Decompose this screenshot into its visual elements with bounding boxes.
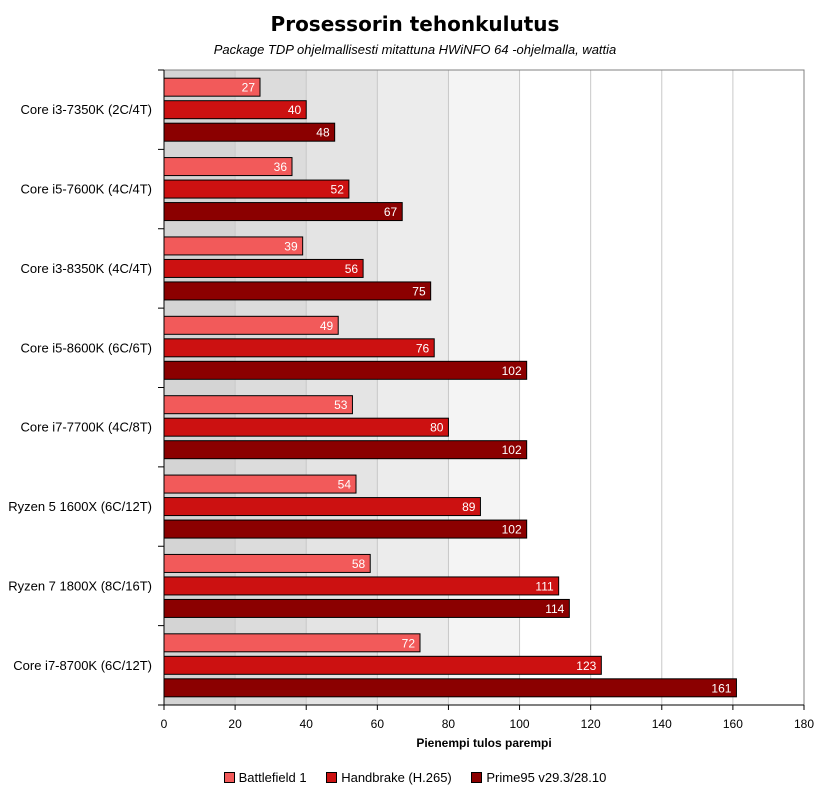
legend-swatch-handbrake xyxy=(326,772,338,783)
plot-band xyxy=(590,70,662,705)
bar xyxy=(163,474,357,494)
bar-value-label: 89 xyxy=(462,500,476,514)
bar-value-label: 67 xyxy=(384,205,398,219)
bar xyxy=(163,100,307,120)
bar xyxy=(163,122,336,142)
category-label: Ryzen 7 1800X (8C/16T) xyxy=(8,578,152,593)
bar xyxy=(163,553,371,573)
legend-swatch-prime95 xyxy=(471,772,483,783)
chart-title: Prosessorin tehonkulutus xyxy=(270,12,560,36)
bar-value-label: 114 xyxy=(545,602,564,616)
bar xyxy=(163,338,435,358)
x-tick-label: 0 xyxy=(161,717,168,731)
bar xyxy=(163,497,481,517)
bar xyxy=(163,519,528,539)
x-tick-label: 100 xyxy=(510,717,530,731)
bar-chart: 0 20 40 60 80 100 120 140 160 180 Pienempi tulos p… xyxy=(8,69,814,750)
bar xyxy=(163,202,403,222)
bar xyxy=(163,236,304,256)
legend-item-handbrake: Handbrake (H.265) xyxy=(326,770,452,785)
category-label: Core i5-7600K (4C/4T) xyxy=(21,182,153,197)
bar-value-label: 39 xyxy=(284,239,298,253)
bar-value-label: 40 xyxy=(288,103,302,117)
category-label: Core i5-8600K (6C/6T) xyxy=(21,340,153,355)
x-tick-label: 160 xyxy=(723,717,743,731)
legend-label-battlefield: Battlefield 1 xyxy=(238,770,307,785)
x-tick-label: 40 xyxy=(300,717,314,731)
bar-value-label: 102 xyxy=(502,364,522,378)
bar-value-label: 58 xyxy=(352,557,366,571)
bar xyxy=(163,360,528,380)
x-tick-label: 80 xyxy=(442,717,456,731)
bar-value-label: 123 xyxy=(576,659,596,673)
bar-value-label: 76 xyxy=(416,341,430,355)
bar-value-label: 53 xyxy=(334,398,348,412)
plot-band xyxy=(661,70,733,705)
bar xyxy=(163,157,293,177)
legend-label-handbrake: Handbrake (H.265) xyxy=(341,770,452,785)
x-axis-title: Pienempi tulos parempi xyxy=(416,736,551,750)
chart-legend: Battlefield 1 Handbrake (H.265) Prime95 … xyxy=(0,770,830,785)
bar xyxy=(163,633,421,653)
bar-value-label: 27 xyxy=(242,81,256,95)
bar xyxy=(163,678,737,698)
bar-value-label: 54 xyxy=(338,478,352,492)
bar-value-label: 72 xyxy=(402,636,416,650)
bar-value-label: 111 xyxy=(535,579,554,593)
bar-value-label: 56 xyxy=(345,262,359,276)
chart-subtitle: Package TDP ohjelmallisesti mitattuna HW… xyxy=(213,42,617,57)
bar-value-label: 48 xyxy=(316,126,330,140)
bar xyxy=(163,395,353,415)
bar-value-label: 49 xyxy=(320,319,334,333)
plot-band xyxy=(732,70,804,705)
bar xyxy=(163,440,528,460)
bar xyxy=(163,576,560,596)
bar-value-label: 102 xyxy=(502,523,522,537)
legend-item-prime95: Prime95 v29.3/28.10 xyxy=(471,770,606,785)
x-tick-label: 120 xyxy=(581,717,601,731)
x-tick-label: 60 xyxy=(371,717,385,731)
category-label: Ryzen 5 1600X (6C/12T) xyxy=(8,499,152,514)
bar-value-label: 52 xyxy=(331,183,345,197)
bar xyxy=(163,179,350,199)
legend-swatch-battlefield xyxy=(223,772,235,783)
category-label: Core i7-7700K (4C/8T) xyxy=(21,420,153,435)
category-label: Core i3-8350K (4C/4T) xyxy=(21,261,153,276)
bar xyxy=(163,258,364,278)
bar xyxy=(163,417,449,437)
legend-item-battlefield: Battlefield 1 xyxy=(223,770,307,785)
bar xyxy=(163,598,570,618)
bar xyxy=(163,77,261,97)
bar xyxy=(163,655,602,675)
x-tick-label: 140 xyxy=(652,717,672,731)
legend-label-prime95: Prime95 v29.3/28.10 xyxy=(486,770,607,785)
bar-value-label: 161 xyxy=(711,681,731,695)
bar xyxy=(163,281,432,301)
x-tick-label: 180 xyxy=(794,717,814,731)
bar xyxy=(163,315,339,335)
bar-value-label: 75 xyxy=(412,284,426,298)
category-label: Core i7-8700K (6C/12T) xyxy=(13,658,152,673)
bar-value-label: 80 xyxy=(430,421,444,435)
bar-value-label: 102 xyxy=(502,443,522,457)
bar-value-label: 36 xyxy=(274,160,288,174)
category-label: Core i3-7350K (2C/4T) xyxy=(21,102,153,117)
x-tick-label: 20 xyxy=(228,717,242,731)
